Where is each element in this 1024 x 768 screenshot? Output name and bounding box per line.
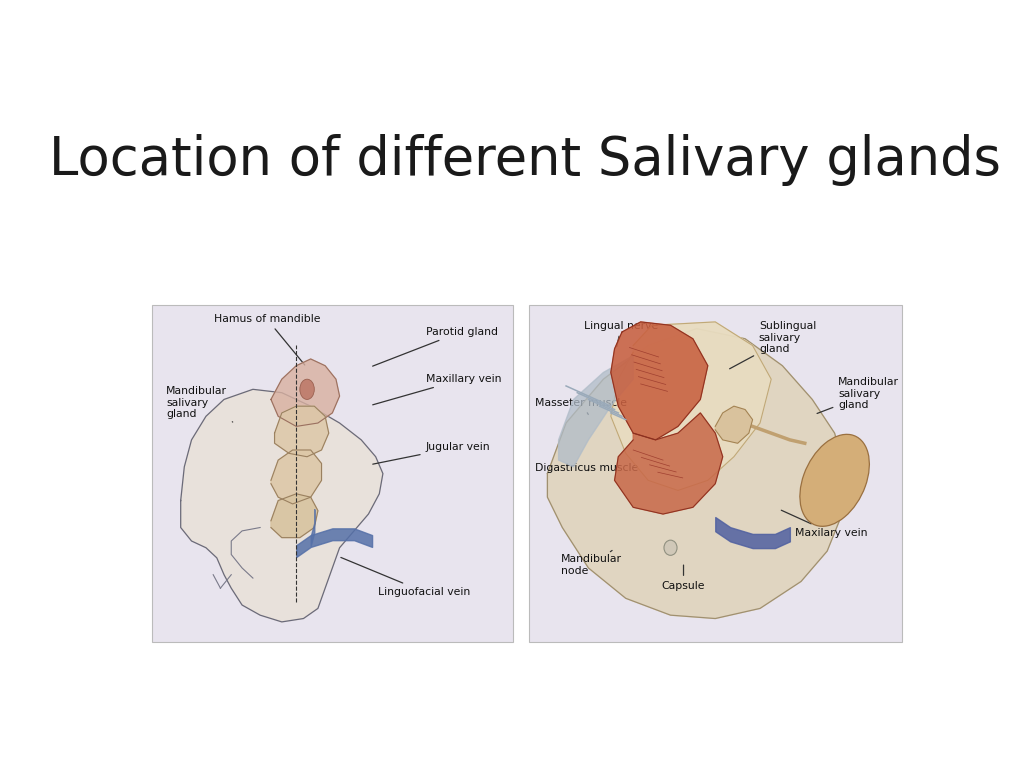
Text: Digastricus muscle: Digastricus muscle <box>536 462 638 472</box>
Polygon shape <box>548 329 846 618</box>
Text: Sublingual
salivary
gland: Sublingual salivary gland <box>730 321 816 369</box>
Polygon shape <box>611 322 771 491</box>
Text: Hamus of mandible: Hamus of mandible <box>214 314 321 365</box>
Text: Capsule: Capsule <box>662 565 706 591</box>
Polygon shape <box>271 450 322 504</box>
Polygon shape <box>180 389 383 622</box>
Polygon shape <box>614 413 723 514</box>
Text: Location of different Salivary glands: Location of different Salivary glands <box>49 134 1000 186</box>
Text: Linguofacial vein: Linguofacial vein <box>341 558 470 597</box>
Text: Mandibular
salivary
gland: Mandibular salivary gland <box>166 386 232 422</box>
Text: Mandibular
salivary
gland: Mandibular salivary gland <box>817 377 899 413</box>
FancyBboxPatch shape <box>152 305 513 642</box>
Polygon shape <box>559 356 633 467</box>
Text: Lingual nerve: Lingual nerve <box>585 321 658 346</box>
Polygon shape <box>271 359 340 426</box>
Polygon shape <box>274 406 329 457</box>
Ellipse shape <box>800 435 869 526</box>
Text: Masseter muscle: Masseter muscle <box>536 398 627 415</box>
Ellipse shape <box>664 540 677 555</box>
Text: Mandibular
node: Mandibular node <box>560 551 622 576</box>
Text: Jugular vein: Jugular vein <box>373 442 490 464</box>
Ellipse shape <box>300 379 314 399</box>
Text: Maxillary vein: Maxillary vein <box>373 374 501 405</box>
Text: Parotid gland: Parotid gland <box>373 326 498 366</box>
Polygon shape <box>611 322 708 440</box>
Polygon shape <box>271 494 317 538</box>
Text: Maxilary vein: Maxilary vein <box>781 510 867 538</box>
Polygon shape <box>715 406 753 443</box>
FancyBboxPatch shape <box>528 305 902 642</box>
